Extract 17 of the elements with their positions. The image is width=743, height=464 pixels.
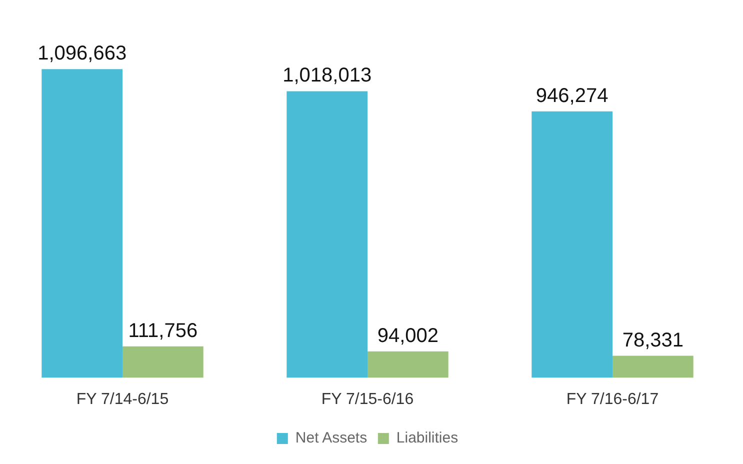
- legend-label: Liabilities: [396, 430, 458, 447]
- data-label: 94,002: [377, 324, 439, 347]
- x-tick-label: FY 7/15-6/16: [321, 390, 414, 408]
- data-label: 946,274: [536, 84, 608, 107]
- bar: [368, 351, 448, 378]
- x-tick-label: FY 7/14-6/15: [76, 390, 169, 408]
- bar: [532, 111, 612, 378]
- data-label: 111,756: [128, 320, 198, 342]
- data-label: 78,331: [622, 329, 684, 352]
- bar: [42, 69, 122, 378]
- x-tick-label: FY 7/16-6/17: [566, 390, 659, 408]
- bar: [612, 356, 694, 378]
- legend-label: Net Assets: [295, 430, 368, 447]
- data-label: 1,096,663: [38, 42, 127, 65]
- bar: [286, 91, 368, 378]
- bar: [122, 346, 204, 378]
- data-label: 1,018,013: [282, 64, 372, 87]
